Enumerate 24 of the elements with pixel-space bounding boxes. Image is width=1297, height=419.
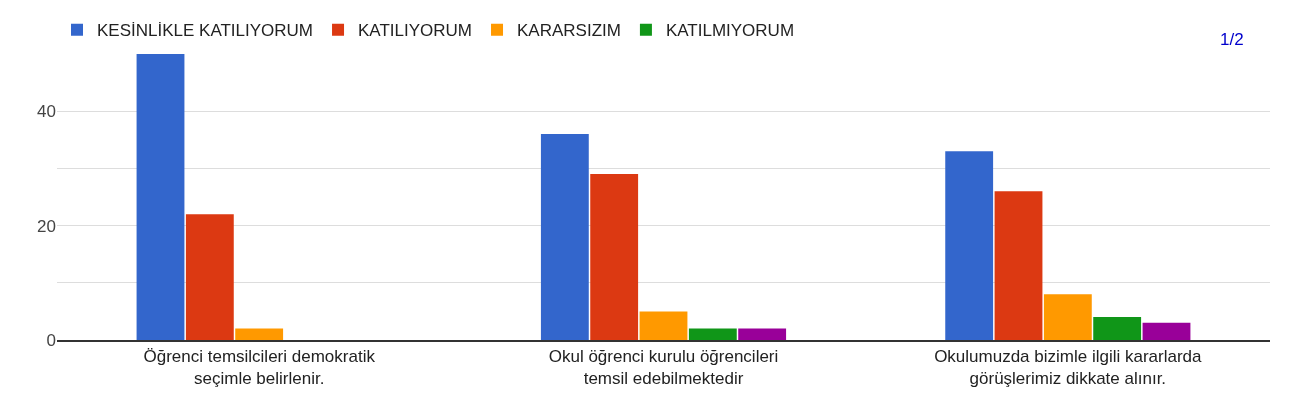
legend-label: KATILIYORUM bbox=[358, 21, 473, 41]
text: 1/2 bbox=[1220, 30, 1244, 49]
x-tick-label: Öğrenci temsilcileri demokratik seçimle belirlenir. bbox=[143, 347, 376, 389]
legend-label: KESİNLİKLE KATILIYORUM bbox=[97, 21, 314, 41]
bar bbox=[1093, 317, 1142, 340]
y-tick-label: 0 bbox=[46, 330, 56, 350]
y-tick-label: 40 bbox=[37, 102, 56, 122]
bar bbox=[235, 328, 284, 340]
bar bbox=[590, 174, 639, 340]
bar bbox=[136, 54, 185, 340]
bar bbox=[1043, 294, 1092, 340]
legend-label: KARARSIZIM bbox=[517, 21, 621, 41]
bar bbox=[540, 134, 589, 340]
bar bbox=[639, 311, 688, 340]
legend-label: KATILMIYORUM bbox=[665, 21, 795, 41]
bar bbox=[1142, 322, 1191, 340]
bar bbox=[994, 191, 1043, 340]
bar bbox=[945, 151, 994, 340]
bar bbox=[688, 328, 737, 340]
x-tick-label: Okulumuzda bizimle ilgili kararlarda görüşlerimiz dikkate alınır. bbox=[934, 347, 1203, 389]
x-tick-label: Okul öğrenci kurulu öğrencileri temsil edebilmektedir bbox=[548, 347, 779, 389]
bar bbox=[185, 214, 234, 340]
y-tick-label: 20 bbox=[37, 216, 56, 236]
bar bbox=[738, 328, 787, 340]
